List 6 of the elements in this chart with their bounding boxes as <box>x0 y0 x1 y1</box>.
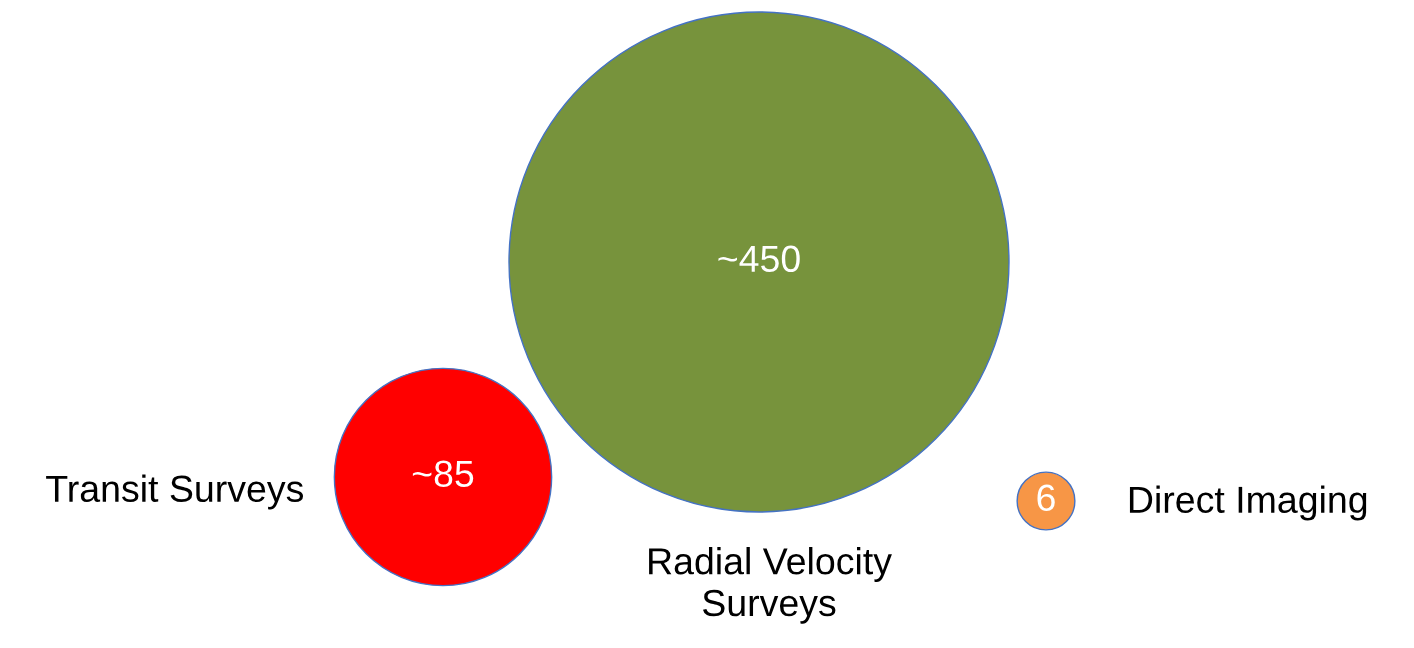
data-label: 6 <box>1037 484 1055 512</box>
category-label: Radial Velocity Surveys <box>649 547 892 624</box>
category-label: Transit Surveys <box>46 474 304 510</box>
data-label: ~85 <box>412 460 474 488</box>
category-label: Direct Imaging <box>1129 485 1367 521</box>
data-label: ~450 <box>718 245 800 273</box>
